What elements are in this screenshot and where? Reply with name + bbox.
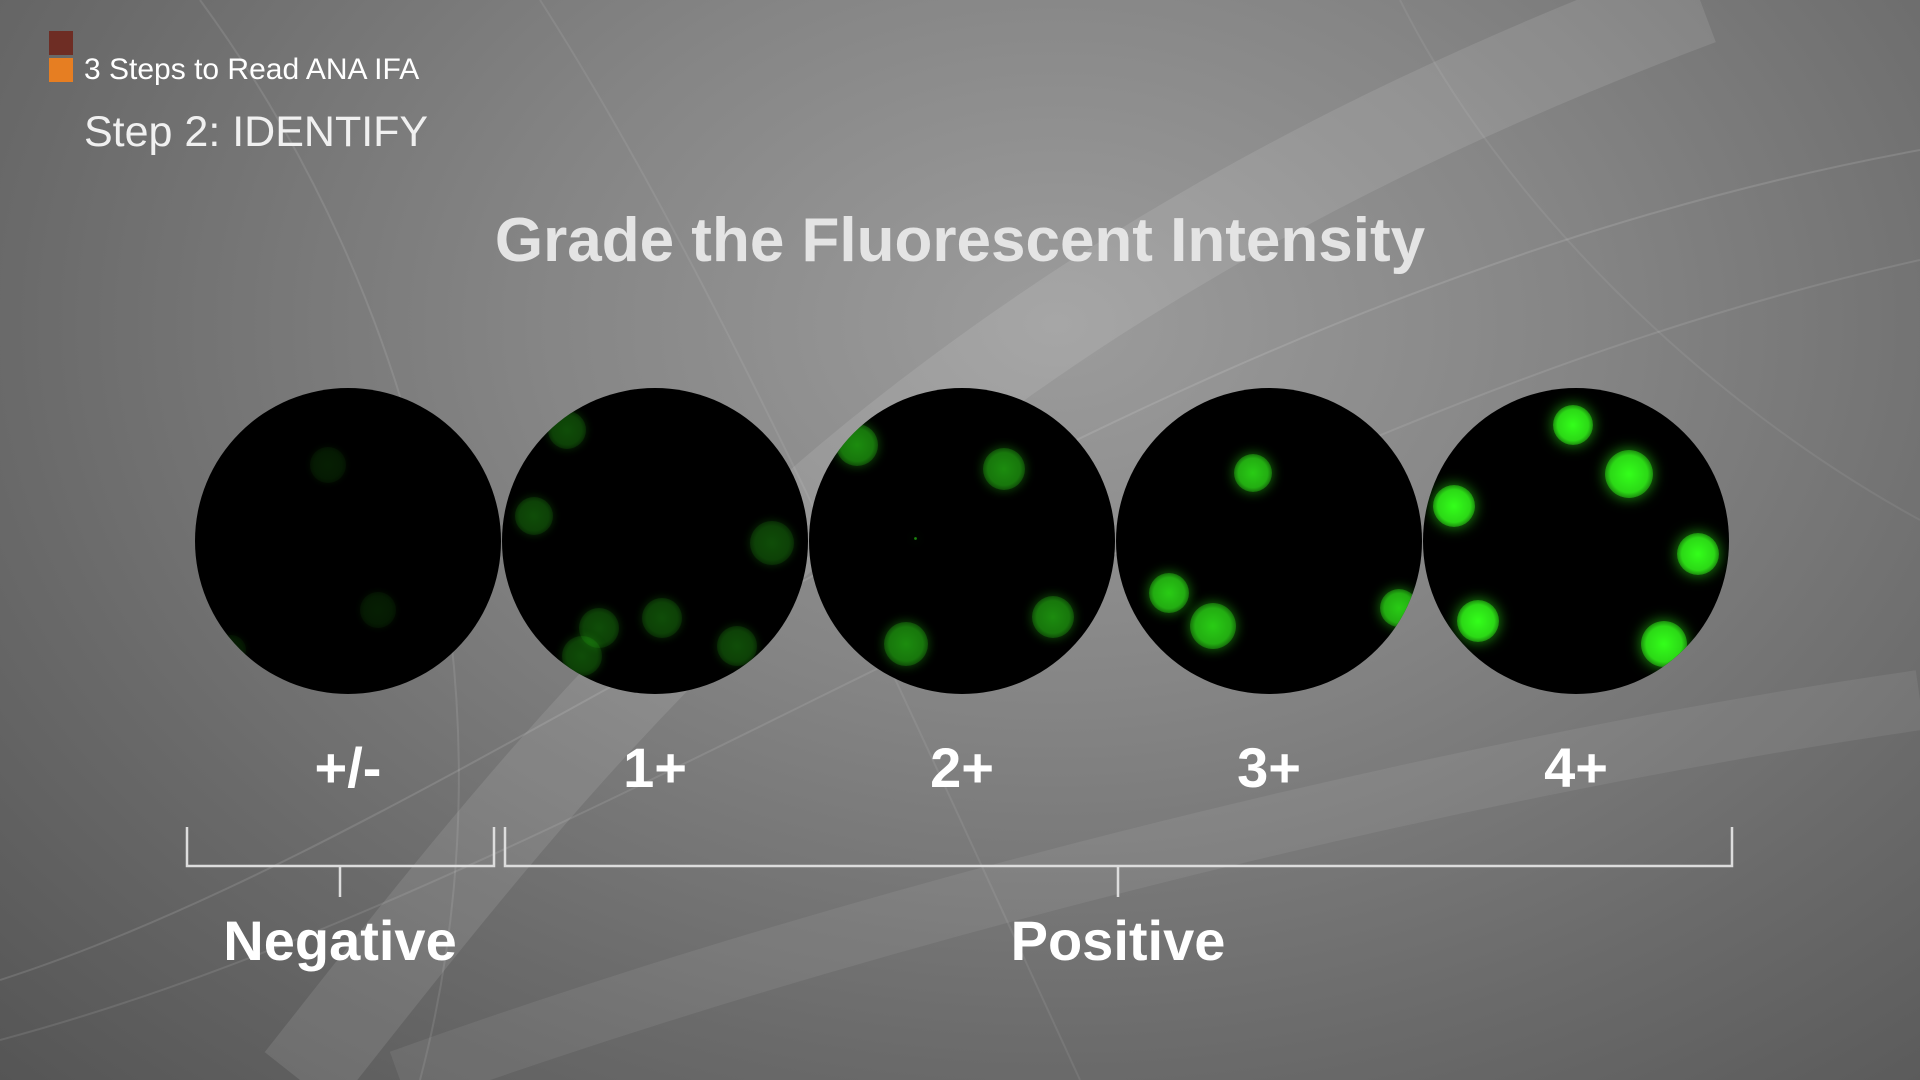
negative-bracket (187, 827, 494, 897)
group-label-positive: Positive (968, 908, 1268, 973)
group-label-negative: Negative (190, 908, 490, 973)
positive-bracket (505, 827, 1732, 897)
